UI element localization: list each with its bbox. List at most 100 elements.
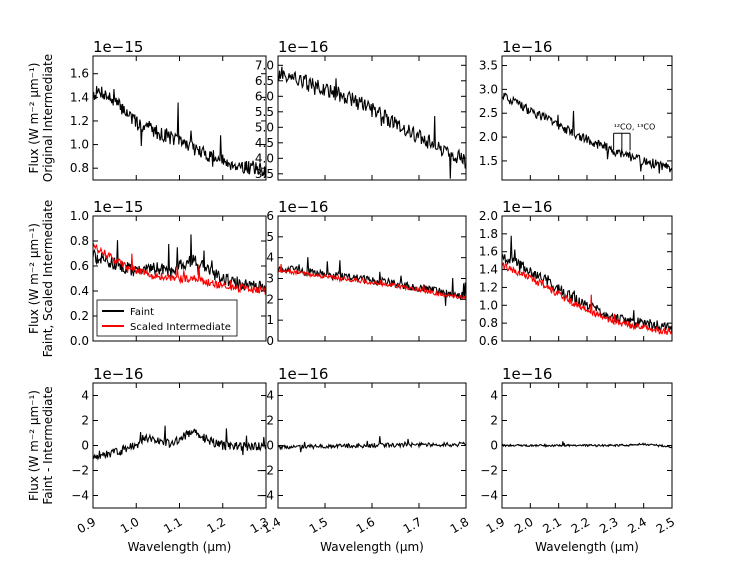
y-axis-label: Flux (W m⁻² μm⁻¹)	[27, 223, 41, 334]
y-tick-label: 1.2	[479, 280, 498, 294]
y-tick-label: 0	[490, 439, 498, 453]
series-original-intermediate	[278, 66, 466, 179]
y-tick-label: 1.2	[70, 114, 89, 128]
series-faint	[278, 257, 466, 306]
series-original-intermediate	[502, 92, 672, 174]
y-tick-label: 3.5	[255, 167, 274, 181]
y-tick-label: 0.2	[70, 309, 89, 323]
y-tick-label: −4	[480, 489, 498, 503]
y-tick-label: 0.8	[70, 161, 89, 175]
offset-multiplier: 1e−16	[278, 198, 328, 216]
y-tick-label: −2	[256, 464, 274, 478]
x-tick-label: 1.9	[484, 515, 508, 537]
y-tick-label: 4	[266, 389, 274, 403]
y-tick-label: 1.8	[479, 227, 498, 241]
offset-multiplier: 1e−16	[502, 38, 552, 56]
panel-r1c3: 1.5 2.0 2.5 3.0 3.5 1e−16 ¹²CO, ¹³CO	[479, 38, 673, 181]
y-tick-label: 4	[266, 251, 274, 265]
series-scaled-intermediate	[278, 264, 466, 300]
series-scaled-intermediate	[502, 262, 672, 335]
x-tick-label: 2.5	[654, 515, 678, 537]
panel-r2c3: 0.6 0.8 1.0 1.2 1.4 1.6 1.8 2.0 1e−16	[479, 198, 673, 348]
y-tick-label: 0	[266, 334, 274, 348]
y-tick-label: 0.6	[70, 259, 89, 273]
y-tick-label: 3.5	[479, 59, 498, 73]
y-tick-label: 0.8	[70, 234, 89, 248]
y-tick-label: 0	[266, 439, 274, 453]
plot-frame	[277, 215, 467, 342]
y-tick-label: 6.5	[255, 74, 274, 88]
y-tick-label: 1.0	[70, 138, 89, 152]
x-tick-label: 1.7	[401, 515, 425, 537]
row-labels: Flux (W m⁻² μm⁻¹) Original IntermediateFl…	[27, 54, 55, 505]
y-tick-label: 4.5	[255, 136, 274, 150]
y-tick-label: 1.6	[479, 245, 498, 259]
y-tick-label: 3	[266, 272, 274, 286]
y-tick-label: 2.0	[479, 130, 498, 144]
series-faint-intermediate	[93, 425, 266, 461]
panel-r1c1: 0.8 1.0 1.2 1.4 1.6 1e−15	[70, 38, 267, 181]
series-faint	[93, 234, 266, 295]
y-tick-label: −4	[71, 489, 89, 503]
y-tick-label: 2	[490, 414, 498, 428]
y-tick-label: 6	[266, 209, 274, 223]
x-tick-label: 2.2	[569, 515, 593, 537]
plot-frame	[92, 382, 267, 509]
y-tick-label: −2	[480, 464, 498, 478]
y-tick-label: 3.0	[479, 82, 498, 96]
y-tick-label: 2	[266, 414, 274, 428]
legend-box	[96, 299, 238, 337]
series-faint	[502, 235, 672, 332]
y-tick-label: 1.0	[479, 298, 498, 312]
series-original-intermediate	[93, 86, 266, 178]
offset-multiplier: 1e−16	[278, 365, 328, 383]
x-tick-label: 0.9	[75, 515, 99, 537]
panel-r2c1: 0.0 0.2 0.4 0.6 0.8 1.0 1e−15 Faint Scaled Inter…	[70, 198, 267, 348]
x-tick-label: 2.0	[512, 515, 536, 537]
panel-r1c2: 3.5 4.04.5 5.05.5 6.06.5 7.0 1e−16	[255, 38, 467, 181]
offset-multiplier: 1e−15	[93, 38, 143, 56]
y-tick-label: 2	[266, 292, 274, 306]
y-tick-label: 1.4	[70, 90, 89, 104]
y-tick-label: 6.0	[255, 89, 274, 103]
y-tick-label: 0	[81, 439, 89, 453]
x-tick-label: 1.2	[205, 515, 229, 537]
x-tick-label: 1.1	[161, 515, 185, 537]
y-tick-label: 5.5	[255, 105, 274, 119]
x-tick-label: 1.5	[307, 515, 331, 537]
y-tick-label: 1.6	[70, 67, 89, 81]
y-tick-label: 2	[81, 414, 89, 428]
y-tick-label: 1	[266, 313, 274, 327]
y-tick-label: 1.5	[479, 154, 498, 168]
offset-multiplier: 1e−16	[502, 198, 552, 216]
x-tick-label: 1.6	[354, 515, 378, 537]
co-band-label: ¹²CO, ¹³CO	[614, 122, 656, 131]
x-tick-label: 1.8	[448, 515, 472, 537]
x-axis-label: Wavelength (μm)	[128, 540, 232, 554]
x-tick-label: 2.4	[625, 515, 649, 537]
y-tick-label: 0.4	[70, 284, 89, 298]
y-tick-label: 5	[266, 230, 274, 244]
y-axis-label: Flux (W m⁻² μm⁻¹)	[27, 63, 41, 174]
panel-r3c3: −4 −2 0 2 4 1.9 2.0 2.1 2.2 2.3 2.4 2.5 1e−16	[480, 365, 677, 536]
x-axis-labels: Wavelength (μm) Wavelength (μm) Wavelength…	[128, 540, 639, 554]
row-label: Original Intermediate	[41, 54, 55, 182]
y-tick-label: 7.0	[255, 58, 274, 72]
offset-multiplier: 1e−16	[93, 365, 143, 383]
y-tick-label: 0.8	[479, 316, 498, 330]
x-tick-label: 2.3	[597, 515, 621, 537]
x-tick-label: 2.1	[540, 515, 564, 537]
legend: Faint Scaled Intermediate	[96, 299, 238, 337]
series-faint-intermediate	[278, 436, 466, 453]
y-tick-label: 1.0	[70, 209, 89, 223]
panel-grid: 0.8 1.0 1.2 1.4 1.6 1e−15 3.5 4.04.5 5.05.5 6.06.…	[70, 38, 677, 536]
series-faint-intermediate	[502, 441, 672, 449]
y-axis-label: Flux (W m⁻² μm⁻¹)	[27, 390, 41, 501]
y-tick-label: 0.0	[70, 334, 89, 348]
panel-r2c2: 0 1 2 3 4 5 6 1e−16	[266, 198, 467, 348]
y-tick-label: 1.4	[479, 263, 498, 277]
y-tick-label: −2	[71, 464, 89, 478]
